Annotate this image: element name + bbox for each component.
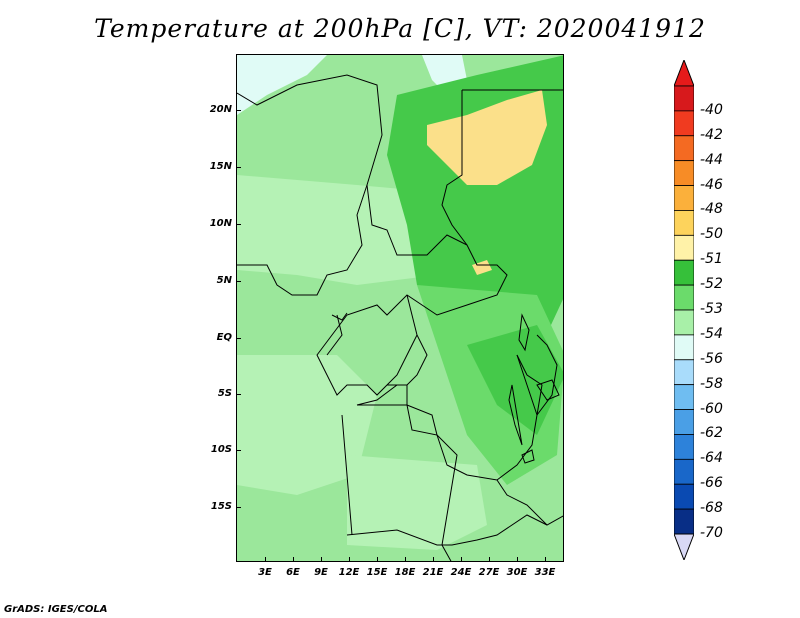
colorbar-label: -44 xyxy=(700,151,723,168)
lat-label-20n: 20N xyxy=(209,104,232,115)
lon-tick xyxy=(349,557,350,562)
colorbar xyxy=(674,60,694,560)
lon-label-3e: 3E xyxy=(258,567,272,578)
lon-label-6e: 6E xyxy=(286,567,300,578)
colorbar-swatch xyxy=(674,210,694,236)
lon-tick xyxy=(377,557,378,562)
colorbar-swatch xyxy=(674,409,694,435)
colorbar-label: -54 xyxy=(700,325,723,342)
colorbar-label: -48 xyxy=(700,201,723,218)
field-cold-nw xyxy=(237,55,327,115)
colorbar-label: -51 xyxy=(700,251,723,268)
lat-tick xyxy=(236,338,241,339)
lon-tick xyxy=(265,557,266,562)
colorbar-swatch xyxy=(674,85,694,112)
lon-tick xyxy=(433,557,434,562)
colorbar-swatch xyxy=(674,160,694,186)
colorbar-swatch xyxy=(674,135,694,162)
field-warm-sahel xyxy=(427,90,547,185)
colorbar-swatch xyxy=(674,259,694,286)
lon-label-12e: 12E xyxy=(338,567,360,578)
colorbar-swatch xyxy=(674,508,694,535)
colorbar-swatch xyxy=(674,483,694,510)
colorbar-top-arrow xyxy=(674,60,694,87)
colorbar-swatch xyxy=(674,284,694,311)
lat-label-5s: 5S xyxy=(217,388,232,399)
colorbar-label: -50 xyxy=(700,226,723,243)
lat-label-10n: 10N xyxy=(209,218,232,229)
colorbar-swatch xyxy=(674,110,694,137)
lat-label-5n: 5N xyxy=(216,275,232,286)
country-borders xyxy=(237,74,563,561)
colorbar-label: -52 xyxy=(700,276,723,293)
lon-label-21e: 21E xyxy=(422,567,444,578)
colorbar-label: -60 xyxy=(700,400,723,417)
map-panel xyxy=(236,54,564,562)
lon-label-30e: 30E xyxy=(506,567,528,578)
colorbar-swatch xyxy=(674,434,694,460)
colorbar-swatch xyxy=(674,384,694,410)
colorbar-swatch xyxy=(674,234,694,261)
lat-tick xyxy=(236,167,241,168)
lon-label-24e: 24E xyxy=(450,567,472,578)
colorbar-label: -70 xyxy=(700,525,723,541)
colorbar-swatch xyxy=(674,458,694,485)
colorbar-bottom-arrow xyxy=(674,533,694,560)
lakes xyxy=(508,313,560,464)
lon-label-27e: 27E xyxy=(478,567,500,578)
colorbar-label: -68 xyxy=(700,500,723,517)
colorbar-swatch xyxy=(674,185,694,211)
lon-label-18e: 18E xyxy=(394,567,416,578)
lon-tick xyxy=(517,557,518,562)
colorbar-label: -46 xyxy=(700,176,723,193)
lat-tick xyxy=(236,450,241,451)
lat-label-15s: 15S xyxy=(210,501,232,512)
lon-tick xyxy=(293,557,294,562)
map-title: Temperature at 200hPa [C], VT: 202004191… xyxy=(94,14,706,43)
colorbar-label: -42 xyxy=(700,126,723,143)
colorbar-label: -58 xyxy=(700,375,723,392)
lat-label-10s: 10S xyxy=(210,444,232,455)
lat-tick xyxy=(236,110,241,111)
lat-tick xyxy=(236,224,241,225)
field-warm-spot xyxy=(472,260,492,275)
colorbar-label: -53 xyxy=(700,301,723,317)
lon-tick xyxy=(405,557,406,562)
temperature-field xyxy=(237,55,563,561)
lat-label-eq: EQ xyxy=(216,332,232,343)
lon-tick xyxy=(321,557,322,562)
colorbar-swatch xyxy=(674,334,694,361)
lon-tick xyxy=(489,557,490,562)
field-dark-lakes xyxy=(467,325,563,435)
lon-label-33e: 33E xyxy=(534,567,556,578)
field-light-band-3 xyxy=(347,455,487,550)
lon-tick xyxy=(461,557,462,562)
colorbar-label: -62 xyxy=(700,425,723,442)
lon-label-15e: 15E xyxy=(366,567,388,578)
lon-label-9e: 9E xyxy=(314,567,328,578)
lat-label-15n: 15N xyxy=(209,161,232,172)
grads-credit: GrADS: IGES/COLA xyxy=(4,604,108,615)
colorbar-label: -64 xyxy=(700,450,723,467)
colorbar-label: -66 xyxy=(700,475,723,492)
lat-tick xyxy=(236,281,241,282)
colorbar-swatch xyxy=(674,359,694,386)
colorbar-label: -56 xyxy=(700,350,723,367)
lat-tick xyxy=(236,507,241,508)
lat-tick xyxy=(236,394,241,395)
colorbar-label: -40 xyxy=(700,101,723,118)
lon-tick xyxy=(545,557,546,562)
colorbar-swatch xyxy=(674,309,694,336)
